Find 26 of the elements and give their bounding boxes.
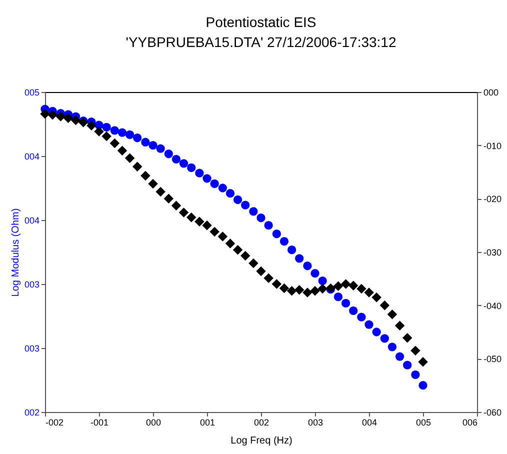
- y-tick-label: 002: [24, 408, 40, 418]
- y2-tick-label: -030: [484, 248, 502, 258]
- y2-tick-label: -060: [484, 408, 502, 418]
- y-tick-label: 005: [24, 88, 40, 98]
- y2-tick-label: -040: [484, 300, 502, 311]
- y2-tick-label: -010: [484, 140, 502, 151]
- y2-tick-label: -050: [484, 354, 502, 364]
- chart-title: Potentiostatic EIS: [206, 14, 316, 30]
- y2-tick-label: 000: [484, 88, 499, 98]
- y2-tick-label: -020: [484, 194, 502, 204]
- chart-subtitle: 'YYBPRUEBA15.DTA' 27/12/2006-17:33:12: [126, 34, 396, 50]
- x-tick-label: -001: [90, 418, 109, 428]
- y-tick-label: 004: [24, 152, 40, 162]
- y-tick-label: 003: [24, 344, 40, 354]
- x-tick-label: -002: [46, 418, 64, 428]
- y-axis-title: Log Modulus (Ohm): [10, 208, 22, 297]
- y-tick-label: 003: [24, 280, 40, 290]
- x-tick-label: 002: [254, 418, 270, 428]
- x-tick-label: 005: [416, 418, 432, 428]
- x-tick-label: 003: [308, 418, 324, 428]
- y-tick-label: 004: [24, 216, 40, 226]
- x-tick-label: 006: [462, 418, 478, 428]
- x-tick-label: 000: [146, 418, 162, 428]
- x-tick-label: 001: [200, 418, 216, 428]
- x-axis-title: Log Freq (Hz): [230, 436, 292, 446]
- x-tick-label: 004: [362, 418, 378, 428]
